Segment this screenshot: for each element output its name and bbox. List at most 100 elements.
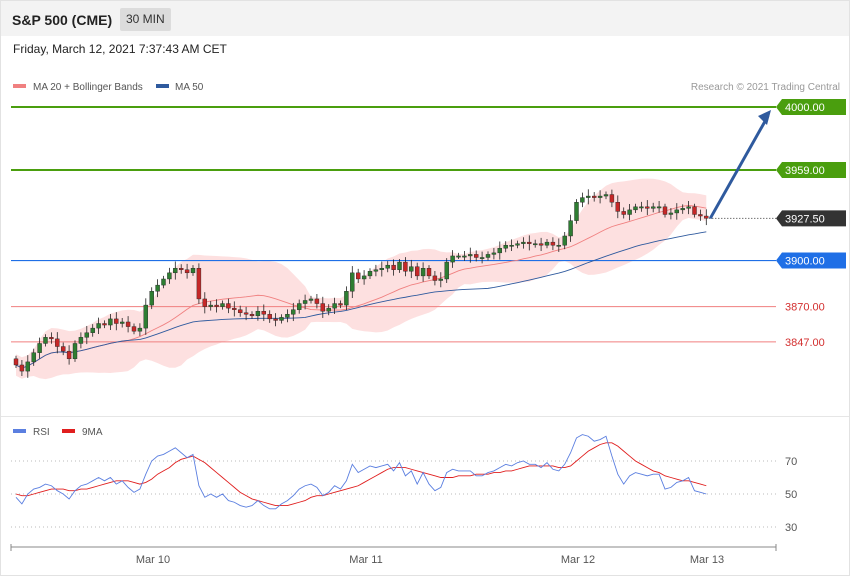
projection-arrow-head: [758, 110, 771, 125]
candle-body: [314, 298, 320, 304]
candle-body: [249, 314, 255, 317]
candle: [66, 345, 72, 365]
candle-body: [261, 311, 266, 315]
candle: [450, 250, 455, 268]
candle: [698, 209, 703, 221]
candle-body: [692, 206, 697, 215]
x-tick-label: Mar 10: [136, 554, 170, 566]
candle-body: [143, 304, 149, 329]
candle-body: [415, 266, 420, 277]
candle: [102, 320, 107, 329]
candle: [143, 298, 149, 335]
candle-body: [273, 318, 278, 321]
candle: [243, 306, 249, 321]
candle: [291, 302, 296, 322]
candle: [645, 200, 650, 216]
candle: [639, 201, 644, 212]
candle: [31, 348, 36, 366]
candle: [361, 270, 367, 285]
candle-body: [37, 343, 42, 353]
candle: [651, 202, 656, 213]
candle-body: [426, 268, 432, 277]
candle: [568, 214, 573, 242]
level-tag-resistance: 4000.00: [776, 99, 846, 115]
candle-body: [698, 214, 703, 217]
candle-body: [597, 195, 603, 198]
candle: [674, 203, 679, 220]
candle: [538, 237, 544, 252]
candle: [503, 241, 508, 253]
level-tag-bg: [776, 252, 846, 269]
rsi-level-label: 70: [785, 456, 797, 468]
candle: [13, 355, 19, 369]
candle: [474, 250, 479, 262]
level-tag-bg: [776, 210, 846, 227]
price-legend: MA 20 + Bollinger Bands MA 50: [13, 82, 204, 93]
candle-body: [509, 244, 514, 247]
candle-body: [84, 332, 90, 338]
x-tick-label: Mar 13: [690, 554, 724, 566]
candle: [509, 239, 514, 252]
candle: [308, 295, 314, 304]
candle: [456, 252, 461, 260]
rsi-ma-line: [15, 442, 707, 506]
candle: [49, 332, 54, 344]
candle-body: [61, 346, 66, 352]
candle-body: [344, 291, 349, 306]
candle-body: [704, 215, 709, 219]
level-label-support: 3847.00: [785, 337, 825, 349]
candle: [84, 325, 90, 345]
candle-body: [586, 195, 591, 198]
candle-body: [78, 337, 84, 344]
candle: [603, 191, 609, 200]
candle-body: [114, 318, 119, 324]
candle: [232, 301, 237, 317]
candle-body: [538, 243, 544, 246]
candle-body: [550, 241, 556, 246]
candle: [96, 317, 101, 334]
level-tag-bg: [776, 161, 846, 178]
candle-body: [267, 314, 272, 320]
candle: [344, 286, 349, 310]
candle-body: [167, 272, 172, 280]
candle: [119, 317, 125, 328]
candle-body: [621, 211, 626, 215]
candle-body: [220, 303, 225, 307]
candle-body: [562, 235, 567, 246]
copyright-text: Research © 2021 Trading Central: [691, 82, 840, 93]
candle: [214, 299, 219, 313]
level-tag-text: 3900.00: [785, 256, 825, 268]
candle-body: [633, 206, 638, 211]
candle: [420, 262, 426, 282]
candle: [491, 247, 497, 260]
candle-body: [155, 284, 160, 292]
candle-body: [379, 268, 384, 270]
candle: [261, 304, 266, 322]
candle-body: [237, 309, 243, 313]
candle-body: [450, 255, 455, 263]
candle-body: [326, 307, 331, 312]
candle-body: [603, 194, 609, 197]
candle: [267, 310, 272, 323]
candle-body: [297, 303, 302, 310]
candle: [237, 305, 243, 317]
chart-header: S&P 500 (CME) 30 MIN: [1, 1, 849, 36]
candle-body: [302, 300, 308, 304]
candle: [373, 264, 379, 277]
candle: [190, 265, 196, 276]
candle-body: [55, 338, 60, 347]
candle-body: [456, 255, 461, 258]
candle: [444, 258, 449, 283]
timeframe-badge[interactable]: 30 MIN: [120, 8, 171, 31]
candle: [114, 312, 119, 331]
candle-body: [161, 278, 166, 286]
candle-body: [485, 254, 491, 258]
candle: [597, 190, 603, 204]
legend-label-rsi: RSI: [33, 427, 50, 438]
candle: [125, 316, 131, 333]
candle-body: [25, 361, 30, 372]
level-tag-current: 3927.50: [776, 210, 846, 227]
candle-body: [285, 314, 290, 318]
candle: [356, 268, 361, 283]
candle-body: [125, 321, 131, 327]
